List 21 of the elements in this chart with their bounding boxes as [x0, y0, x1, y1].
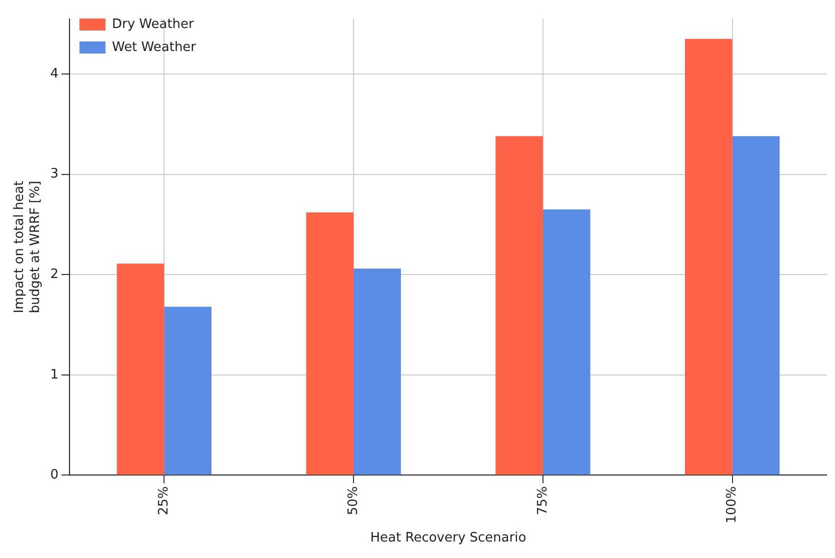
x-tick-label: 75%: [535, 486, 550, 516]
y-axis-title: Impact on total heat budget at WRRF [%]: [12, 180, 43, 314]
x-tick-label: 50%: [346, 486, 361, 516]
y-tick-label: 2: [50, 266, 58, 282]
y-tick-label: 0: [50, 468, 58, 483]
bar: [306, 212, 354, 475]
x-tick-label: 25%: [156, 486, 172, 516]
y-tick-label: 4: [50, 66, 58, 82]
bar: [354, 268, 401, 475]
bar: [684, 38, 732, 475]
x-tick-label: 100%: [724, 486, 740, 524]
legend-label: Wet Weather: [112, 40, 197, 55]
bar: [116, 264, 164, 475]
legend-label: Dry Weather: [112, 16, 195, 32]
y-tick-label: 1: [50, 367, 58, 382]
bar: [542, 209, 590, 475]
y-tick-label: 3: [50, 166, 58, 182]
bar: [496, 136, 543, 475]
bar: [732, 136, 780, 475]
bar: [164, 306, 212, 475]
x-axis-title: Heat Recovery Scenario: [370, 530, 526, 546]
